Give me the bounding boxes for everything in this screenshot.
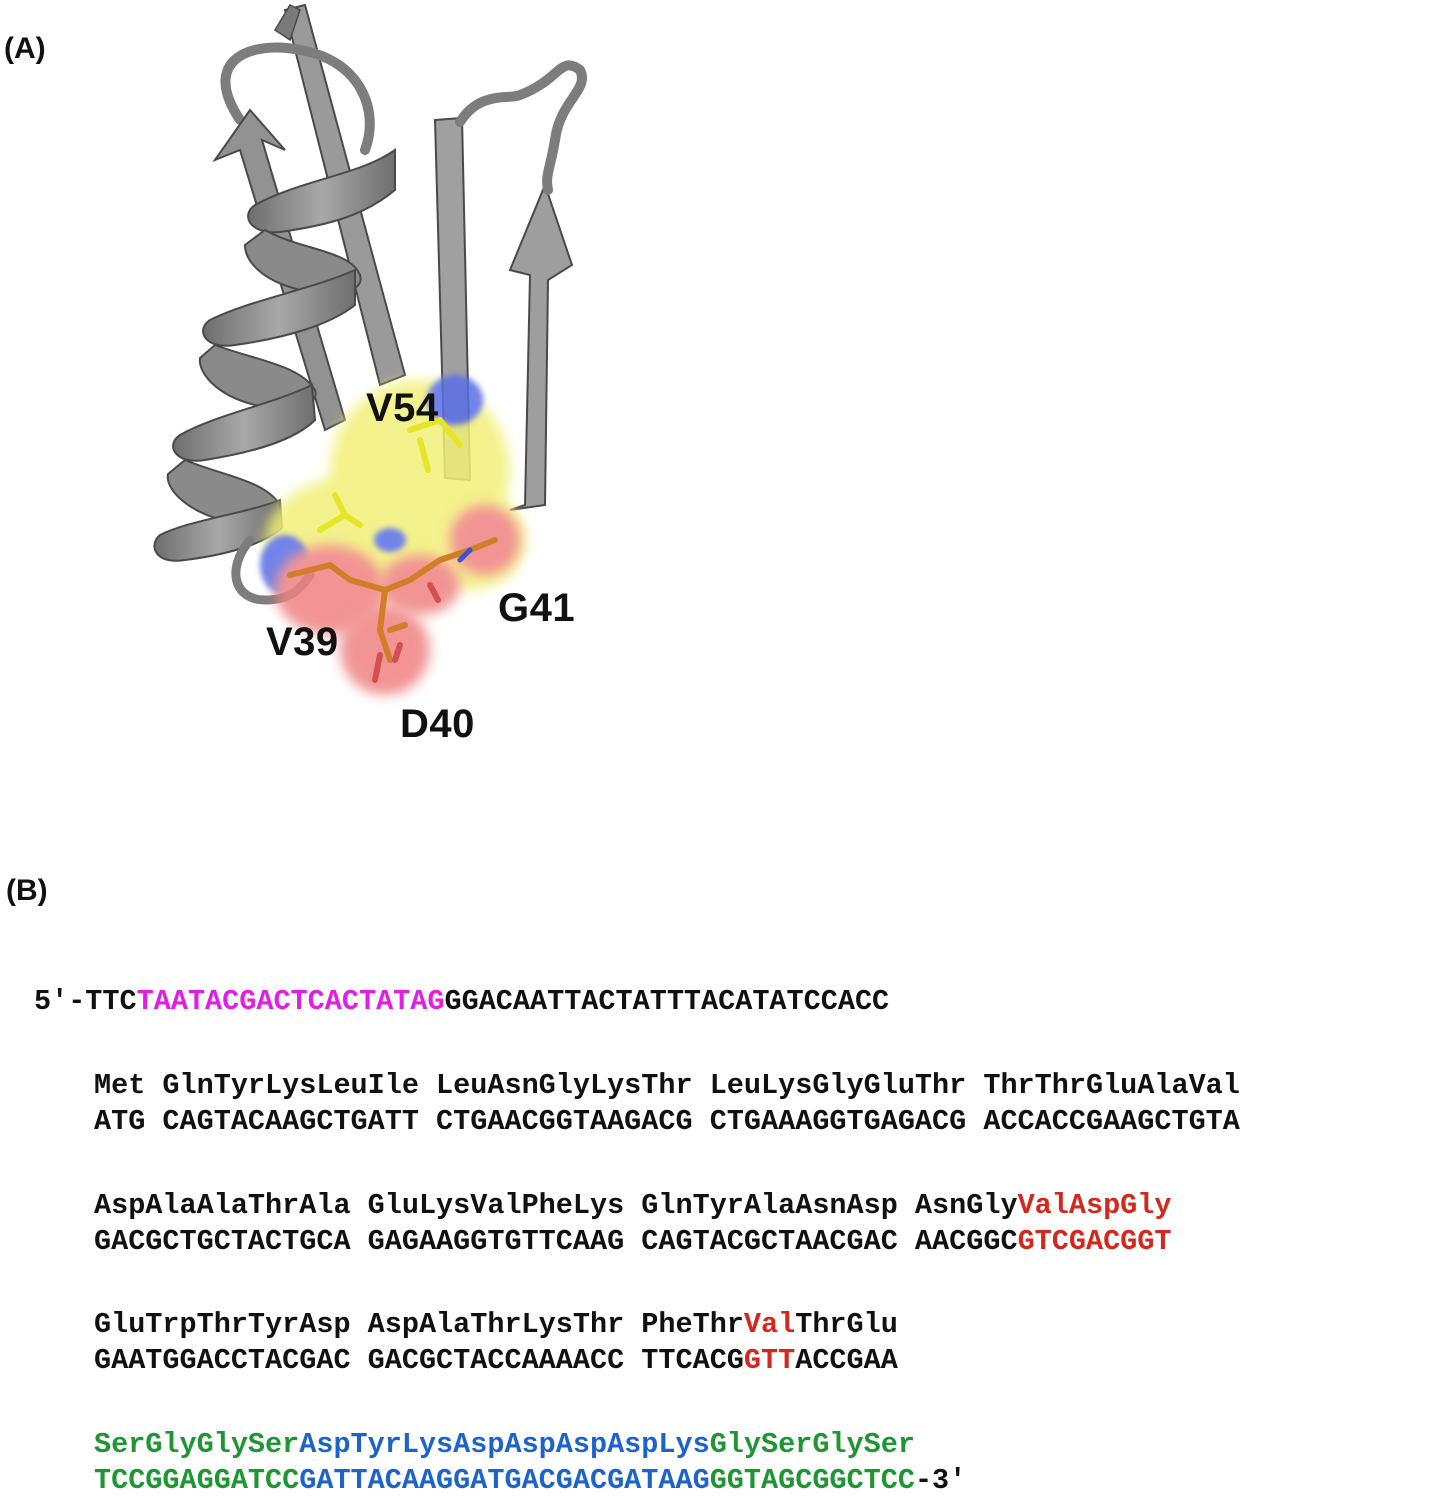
block2-aa-plain: AspAlaAlaThrAla GluLysValPheLys GlnTyrAl…: [94, 1189, 1018, 1222]
alpha-helix: [153, 148, 396, 562]
block3-nt-post: ACCGAA: [795, 1344, 898, 1377]
block3-nt-pre: GAATGGACCTACGAC GACGCTACCAAAACC TTCACG: [94, 1344, 744, 1377]
leader-suffix: GGACAATTACTATTTACATATCCACC: [444, 985, 890, 1018]
block1-amino-acids: Met GlnTyrLysLeuIle LeuAsnGlyLysThr LeuL…: [94, 1069, 1240, 1102]
beta-strand-right-2: [508, 182, 574, 511]
block4-aa-linker1: SerGlyGlySer: [94, 1428, 300, 1461]
panel-label-a: (A): [4, 32, 46, 65]
block4-nt-flag-tag: GATTACAAGGATGACGACGATAAG: [299, 1464, 710, 1497]
panel-label-b: (B): [6, 874, 48, 907]
block3-amino-acids: GluTrpThrTyrAsp AspAlaThrLysThr PheThrVa…: [94, 1308, 898, 1341]
block1-nucleotides: ATG CAGTACAAGCTGATT CTGAACGGTAAGACG CTGA…: [94, 1105, 1240, 1138]
block4-nucleotides: TCCGGAGGATCCGATTACAAGGATGACGACGATAAGGGTA…: [94, 1464, 967, 1497]
leader-prefix: 5'-TTC: [34, 985, 137, 1018]
block3-aa-pre: GluTrpThrTyrAsp AspAlaThrLysThr PheThr: [94, 1308, 744, 1341]
beta-strand-back-top: [273, 4, 301, 42]
block4-aa-linker2: GlySerGlySer: [709, 1428, 915, 1461]
block2-nt-mutation: GTCGACGGT: [1017, 1225, 1172, 1258]
block3-aa-mutation: Val: [743, 1308, 796, 1341]
t7-promoter-sequence: TAATACGACTCACTATAG: [136, 985, 445, 1018]
right-top-loop: [455, 60, 587, 195]
block4-nt-end: -3': [914, 1464, 967, 1497]
block4-aa-flag-tag: AspTyrLysAspAspAspAspLys: [299, 1428, 710, 1461]
block3-aa-post: ThrGlu: [795, 1308, 898, 1341]
residue-label-v54: V54: [366, 386, 439, 430]
block4-nt-linker2: GGTAGCGGCTCC: [709, 1464, 915, 1497]
top-loop: [220, 42, 375, 155]
block3-nucleotides: GAATGGACCTACGAC GACGCTACCAAAACC TTCACGGT…: [94, 1344, 898, 1377]
residue-label-g41: G41: [498, 586, 576, 630]
residue-sticks: [287, 417, 498, 683]
residue-label-d40: D40: [400, 702, 475, 746]
molecular-surface: [260, 375, 525, 695]
block2-nucleotides: GACGCTGCTACTGCA GAGAAGGTGTTCAAG CAGTACGC…: [94, 1225, 1172, 1258]
leader-sequence-line: 5'-TTCTAATACGACTCACTATAGGGACAATTACTATTTA…: [34, 985, 890, 1018]
block2-nt-plain: GACGCTGCTACTGCA GAGAAGGTGTTCAAG CAGTACGC…: [94, 1225, 1018, 1258]
residue-label-v39: V39: [266, 620, 339, 664]
block4-amino-acids: SerGlyGlySerAspTyrLysAspAspAspAspLysGlyS…: [94, 1428, 915, 1461]
block4-nt-linker1: TCCGGAGGATCC: [94, 1464, 300, 1497]
block2-amino-acids: AspAlaAlaThrAla GluLysValPheLys GlnTyrAl…: [94, 1189, 1172, 1222]
block2-aa-mutation: ValAspGly: [1017, 1189, 1172, 1222]
block3-nt-mutation: GTT: [743, 1344, 796, 1377]
protein-structure-illustration: [153, 3, 587, 695]
